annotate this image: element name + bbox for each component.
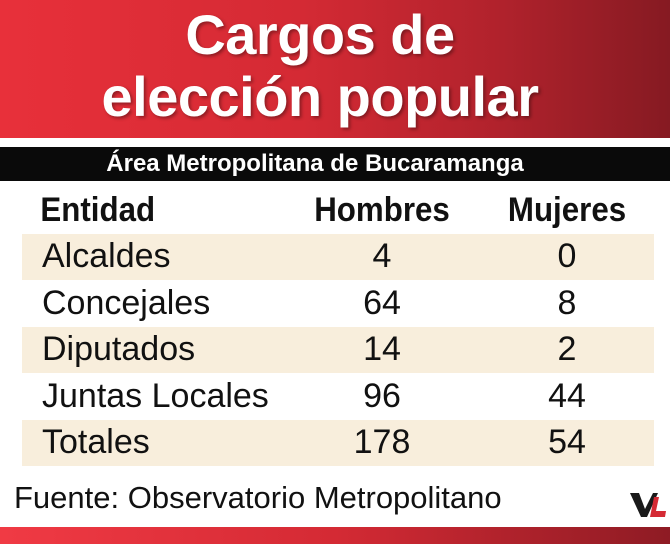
header-banner: Cargos de elección popular xyxy=(0,0,670,138)
cell-entidad: Concejales xyxy=(42,283,211,322)
cell-hombres: 178 xyxy=(284,419,480,466)
cell-entidad: Juntas Locales xyxy=(42,376,269,415)
table-row: Diputados 14 2 xyxy=(22,326,654,373)
cell-hombres: 64 xyxy=(363,283,401,322)
table-row: Totales 178 54 xyxy=(22,419,654,466)
table-row: Concejales 64 8 xyxy=(22,280,654,327)
column-header-mujeres: Mujeres xyxy=(507,190,627,229)
column-header-hombres: Hombres xyxy=(314,190,450,229)
data-table: Entidad Hombres Mujeres Alcaldes 4 0 Con… xyxy=(22,187,654,466)
subtitle-bar: Área Metropolitana de Bucaramanga xyxy=(0,147,670,181)
cell-mujeres: 2 xyxy=(480,326,654,373)
cell-mujeres: 54 xyxy=(480,419,654,466)
table-header-row: Entidad Hombres Mujeres xyxy=(22,187,654,234)
title-line-2: elección popular xyxy=(101,65,540,128)
table-row: Alcaldes 4 0 xyxy=(22,233,654,280)
cell-hombres: 4 xyxy=(284,233,480,280)
cell-entidad: Totales xyxy=(22,419,284,466)
subtitle: Área Metropolitana de Bucaramanga xyxy=(106,150,524,177)
cell-mujeres: 8 xyxy=(557,283,577,322)
cell-entidad: Alcaldes xyxy=(22,233,284,280)
page-title: Cargos de elección popular xyxy=(0,4,640,128)
cell-hombres: 14 xyxy=(284,326,480,373)
cell-mujeres: 44 xyxy=(548,376,586,415)
bottom-accent-bar xyxy=(0,527,670,544)
cell-mujeres: 0 xyxy=(480,233,654,280)
cell-entidad: Diputados xyxy=(22,326,284,373)
cell-hombres: 96 xyxy=(363,376,401,415)
title-line-1: Cargos de xyxy=(185,3,455,66)
column-header-entidad: Entidad xyxy=(40,190,156,229)
source-note: Fuente: Observatorio Metropolitano xyxy=(14,480,502,515)
vl-logo-icon xyxy=(630,493,666,517)
table-row: Juntas Locales 96 44 xyxy=(22,373,654,420)
